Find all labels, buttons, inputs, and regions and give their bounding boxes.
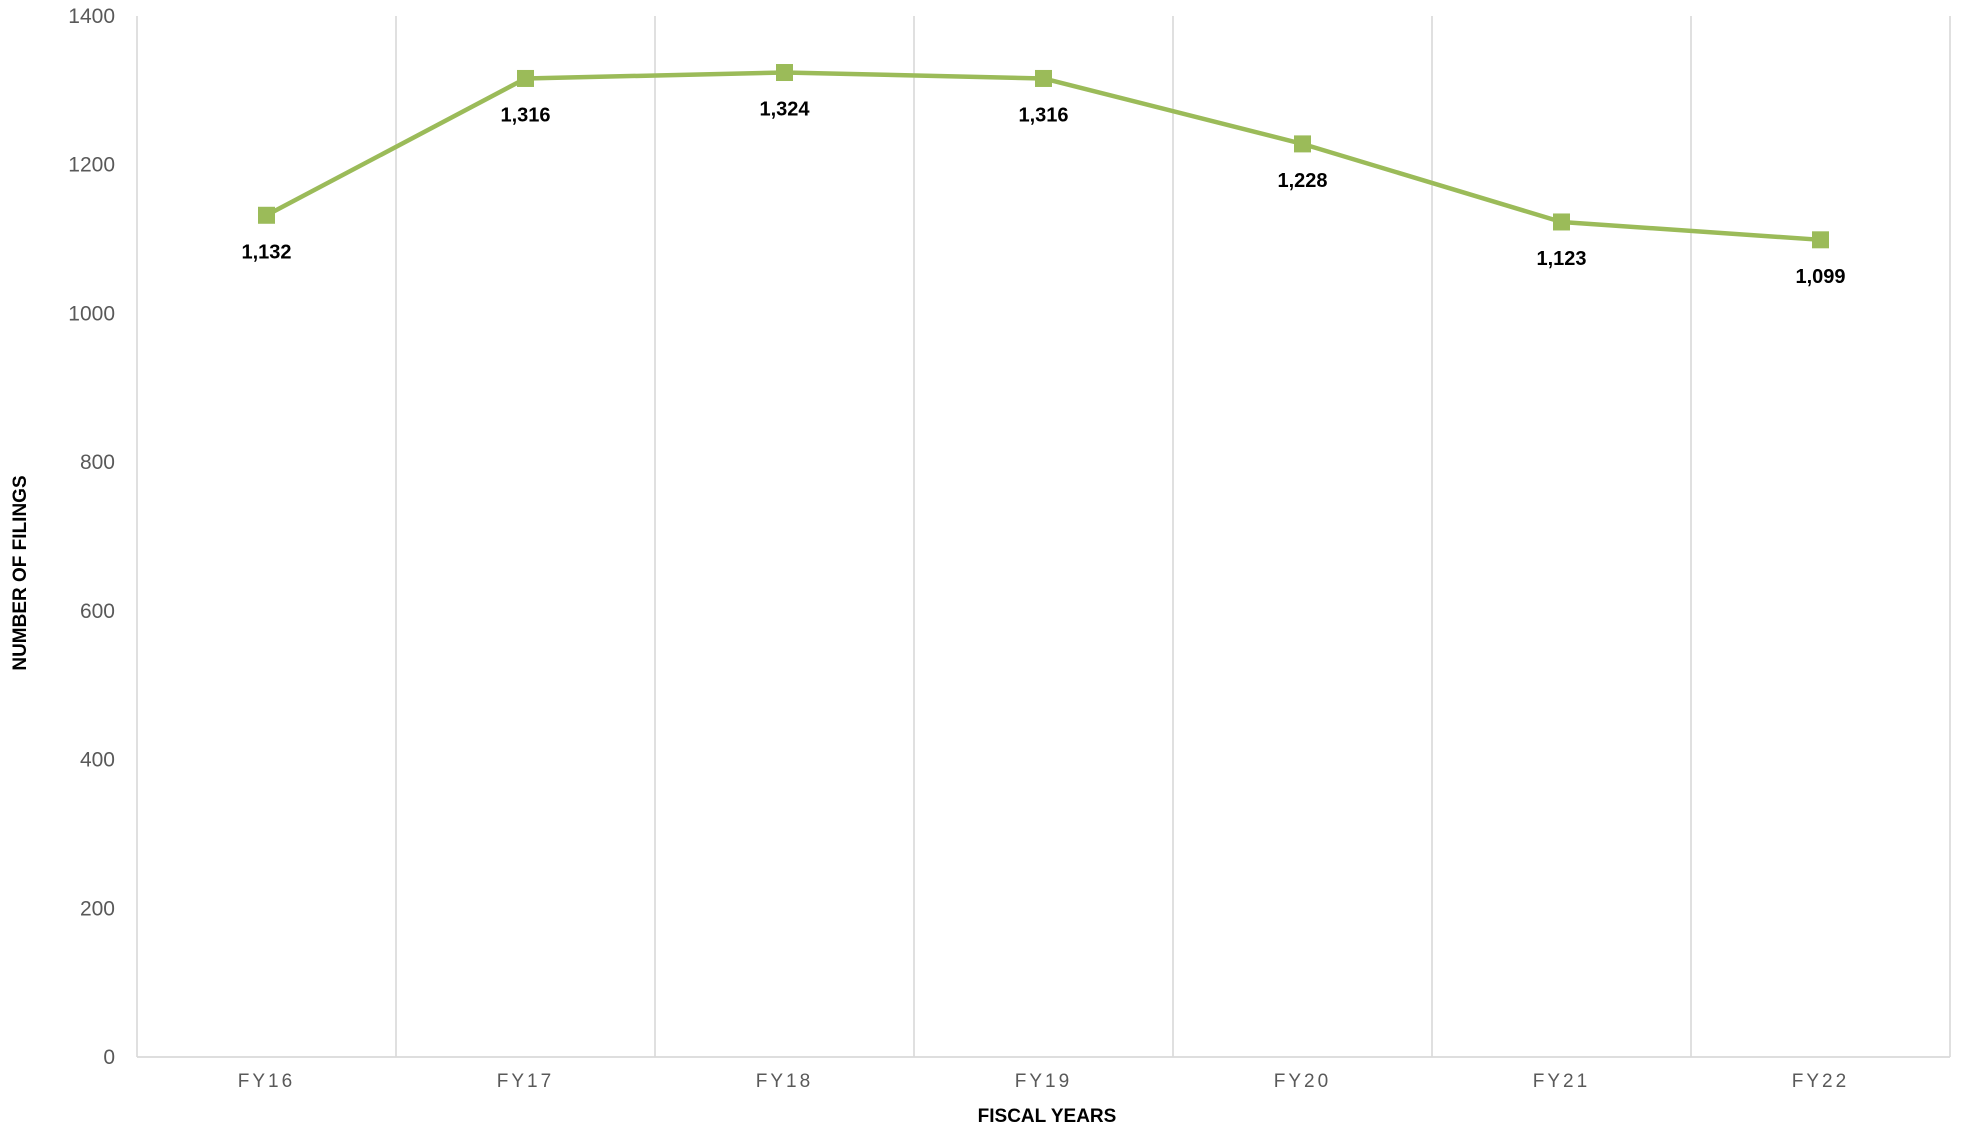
series-line — [265, 70, 1821, 243]
x-tick-label: FY18 — [756, 1071, 813, 1092]
y-axis-title: NUMBER OF FILINGS — [10, 475, 31, 670]
y-tick-label: 1400 — [68, 5, 115, 28]
data-label: 1,123 — [1536, 248, 1586, 270]
data-label: 1,316 — [1018, 104, 1068, 126]
x-tick-label: FY19 — [1015, 1071, 1072, 1092]
data-point-marker — [1812, 231, 1829, 249]
y-tick-label: 600 — [80, 600, 115, 623]
data-label: 1,228 — [1277, 170, 1327, 192]
data-point-marker — [517, 69, 534, 87]
data-label: 1,099 — [1795, 266, 1845, 288]
data-labels: 1,132 1,316 1,324 1,316 1,228 1,123 1,099 — [241, 99, 1845, 288]
y-tick-label: 800 — [80, 451, 115, 474]
data-label: 1,132 — [241, 241, 291, 263]
x-tick-label: FY20 — [1274, 1071, 1331, 1092]
data-point-marker — [1553, 213, 1570, 231]
data-point-marker — [1035, 69, 1052, 87]
x-axis-title: FISCAL YEARS — [978, 1106, 1117, 1127]
y-tick-label: 1000 — [68, 302, 115, 325]
series-group — [258, 64, 1829, 249]
y-tick-label: 400 — [80, 749, 115, 772]
data-label: 1,324 — [759, 99, 810, 121]
x-tick-label: FY21 — [1533, 1071, 1590, 1092]
x-axis-ticks: FY16 FY17 FY18 FY19 FY20 FY21 FY22 — [238, 1071, 1849, 1092]
x-tick-label: FY17 — [497, 1071, 554, 1092]
x-tick-label: FY16 — [238, 1071, 295, 1092]
x-tick-label: FY22 — [1792, 1071, 1849, 1092]
data-point-marker — [1294, 135, 1311, 153]
data-point-marker — [776, 64, 793, 82]
y-tick-label: 0 — [103, 1046, 115, 1069]
data-point-marker — [258, 206, 275, 224]
y-tick-label: 1200 — [68, 154, 115, 177]
data-label: 1,316 — [500, 104, 550, 126]
y-axis-ticks: 0 200 400 600 800 1000 1200 1400 — [68, 5, 115, 1069]
gridlines — [136, 16, 1951, 1057]
y-tick-label: 200 — [80, 897, 115, 920]
